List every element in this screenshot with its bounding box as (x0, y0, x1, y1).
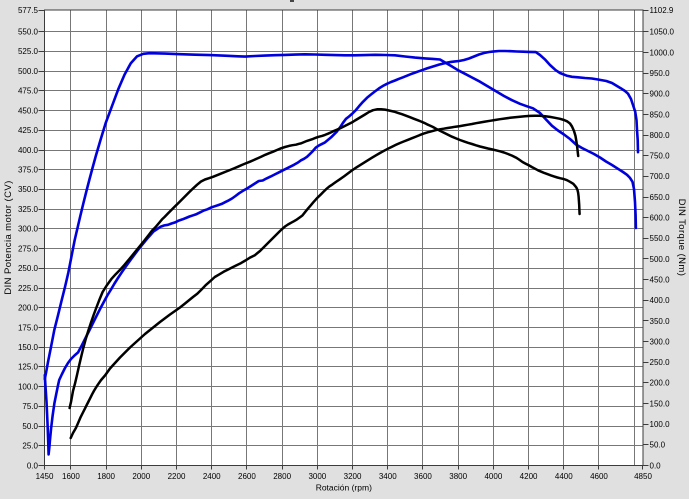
svg-text:0.0: 0.0 (27, 461, 39, 470)
svg-text:50.0: 50.0 (22, 422, 38, 431)
svg-text:350.0: 350.0 (18, 185, 39, 194)
svg-text:450.0: 450.0 (18, 106, 39, 115)
svg-text:400.0: 400.0 (18, 146, 39, 155)
svg-text:250.0: 250.0 (650, 358, 671, 367)
svg-text:50.0: 50.0 (650, 441, 666, 450)
svg-text:375.0: 375.0 (18, 166, 39, 175)
svg-text:1000.0: 1000.0 (650, 48, 675, 57)
svg-text:150.0: 150.0 (18, 343, 39, 352)
svg-text:2200: 2200 (168, 472, 186, 481)
svg-text:300.0: 300.0 (650, 337, 671, 346)
svg-text:2600: 2600 (238, 472, 256, 481)
svg-text:200.0: 200.0 (650, 379, 671, 388)
svg-text:1450: 1450 (36, 472, 54, 481)
svg-text:1800: 1800 (97, 472, 115, 481)
svg-text:0.0: 0.0 (650, 461, 662, 470)
svg-text:850.0: 850.0 (650, 110, 671, 119)
svg-text:DIN Potencia motor (CV): DIN Potencia motor (CV) (3, 180, 14, 294)
svg-text:700.0: 700.0 (650, 172, 671, 181)
svg-text:300.0: 300.0 (18, 225, 39, 234)
svg-text:450.0: 450.0 (650, 275, 671, 284)
svg-text:100.0: 100.0 (650, 420, 671, 429)
svg-text:500.0: 500.0 (18, 67, 39, 76)
svg-text:1050.0: 1050.0 (650, 28, 675, 37)
svg-text:125.0: 125.0 (18, 363, 39, 372)
svg-text:2400: 2400 (203, 472, 221, 481)
svg-text:550.0: 550.0 (18, 27, 39, 36)
svg-text:2000: 2000 (132, 472, 150, 481)
svg-text:3600: 3600 (414, 472, 432, 481)
svg-text:800.0: 800.0 (650, 131, 671, 140)
svg-text:175.0: 175.0 (18, 323, 39, 332)
svg-text:3200: 3200 (344, 472, 362, 481)
svg-text:400.0: 400.0 (650, 296, 671, 305)
svg-text:25.0: 25.0 (22, 442, 38, 451)
svg-text:350.0: 350.0 (650, 317, 671, 326)
svg-text:4000: 4000 (484, 472, 502, 481)
svg-text:750.0: 750.0 (650, 152, 671, 161)
svg-text:475.0: 475.0 (18, 87, 39, 96)
svg-text:3800: 3800 (449, 472, 467, 481)
svg-text:2800: 2800 (273, 472, 291, 481)
svg-text:200.0: 200.0 (18, 304, 39, 313)
svg-text:250.0: 250.0 (18, 264, 39, 273)
svg-text:3000: 3000 (308, 472, 326, 481)
svg-text:3400: 3400 (379, 472, 397, 481)
svg-text:4850: 4850 (634, 472, 652, 481)
svg-text:150.0: 150.0 (650, 399, 671, 408)
svg-text:650.0: 650.0 (650, 193, 671, 202)
svg-text:4400: 4400 (555, 472, 573, 481)
svg-text:600.0: 600.0 (650, 214, 671, 223)
svg-text:4600: 4600 (590, 472, 608, 481)
svg-text:DIN Torque (Nm): DIN Torque (Nm) (676, 199, 687, 277)
svg-text:325.0: 325.0 (18, 205, 39, 214)
svg-text:500.0: 500.0 (650, 255, 671, 264)
svg-text:577.5: 577.5 (18, 6, 39, 15)
svg-text:425.0: 425.0 (18, 126, 39, 135)
svg-text:550.0: 550.0 (650, 234, 671, 243)
svg-text:75.0: 75.0 (22, 402, 38, 411)
svg-text:Rotación (rpm): Rotación (rpm) (316, 483, 372, 493)
svg-text:525.0: 525.0 (18, 47, 39, 56)
svg-text:950.0: 950.0 (650, 69, 671, 78)
svg-text:1600: 1600 (62, 472, 80, 481)
svg-text:275.0: 275.0 (18, 244, 39, 253)
svg-text:225.0: 225.0 (18, 284, 39, 293)
svg-text:1102.9: 1102.9 (650, 6, 674, 15)
svg-text:100.0: 100.0 (18, 382, 39, 391)
svg-text:4200: 4200 (520, 472, 538, 481)
svg-text:900.0: 900.0 (650, 90, 671, 99)
